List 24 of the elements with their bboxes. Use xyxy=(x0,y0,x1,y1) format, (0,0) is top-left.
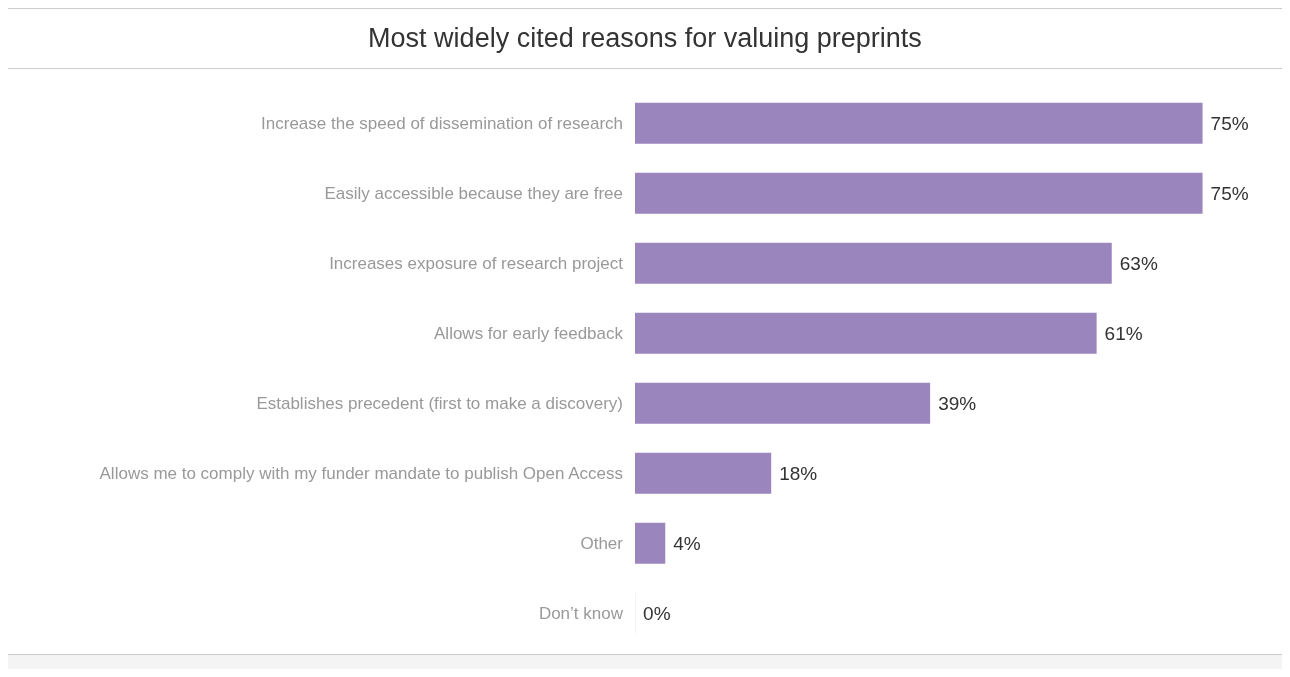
bar xyxy=(635,452,772,494)
y-tick-label: Allows for early feedback xyxy=(434,324,624,344)
data-label: 4% xyxy=(673,532,701,554)
y-tick-label: Allows me to comply with my funder mandate to publish Open Access xyxy=(99,464,623,484)
bar xyxy=(635,172,1203,214)
y-tick-label: Increases exposure of research project xyxy=(329,254,624,274)
chart-title: Most widely cited reasons for valuing preprints xyxy=(8,8,1282,69)
y-tick-label: Other xyxy=(580,534,624,554)
y-tick-label: Establishes precedent (first to make a discovery) xyxy=(256,394,623,414)
y-tick-label: Don’t know xyxy=(538,604,624,624)
data-label: 75% xyxy=(1210,182,1249,204)
data-label: 63% xyxy=(1119,252,1158,274)
y-tick-label: Easily accessible because they are free xyxy=(324,184,623,204)
data-label: 0% xyxy=(643,602,671,624)
y-tick-label: Increase the speed of dissemination of research xyxy=(261,114,623,134)
data-label: 18% xyxy=(779,462,818,484)
data-label: 61% xyxy=(1104,322,1143,344)
bar xyxy=(635,522,666,564)
bar xyxy=(635,382,931,424)
bar xyxy=(635,312,1097,354)
data-label: 39% xyxy=(938,392,977,414)
data-label: 75% xyxy=(1210,112,1249,134)
bar xyxy=(635,242,1112,284)
bar xyxy=(635,102,1203,144)
